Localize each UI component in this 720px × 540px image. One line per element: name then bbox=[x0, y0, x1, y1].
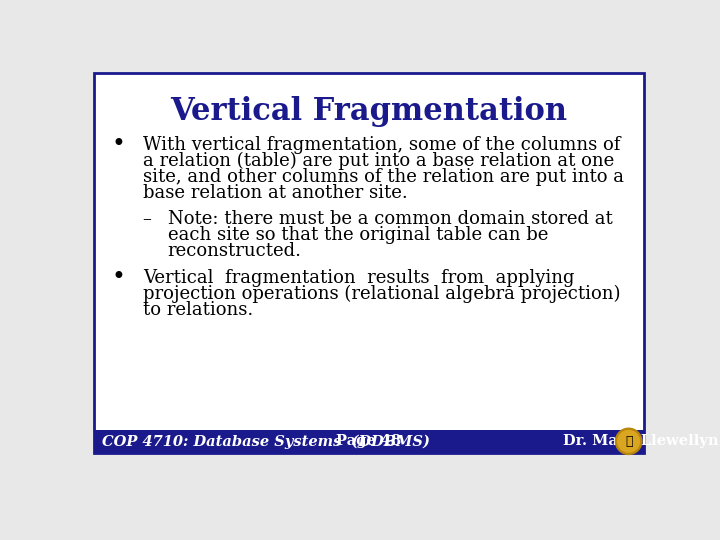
Text: Vertical  fragmentation  results  from  applying: Vertical fragmentation results from appl… bbox=[143, 269, 575, 287]
Text: projection operations (relational algebra projection): projection operations (relational algebr… bbox=[143, 285, 620, 303]
Text: Dr. Mark Llewellyn: Dr. Mark Llewellyn bbox=[563, 434, 719, 448]
Text: –: – bbox=[143, 210, 152, 227]
Text: •: • bbox=[112, 132, 125, 156]
Text: •: • bbox=[112, 266, 125, 289]
Text: a relation (table) are put into a base relation at one: a relation (table) are put into a base r… bbox=[143, 152, 614, 170]
Text: Vertical Fragmentation: Vertical Fragmentation bbox=[171, 96, 567, 126]
Text: Note: there must be a common domain stored at: Note: there must be a common domain stor… bbox=[168, 210, 612, 227]
Text: base relation at another site.: base relation at another site. bbox=[143, 184, 408, 202]
Circle shape bbox=[616, 428, 642, 455]
FancyBboxPatch shape bbox=[94, 73, 644, 453]
Text: Page 48: Page 48 bbox=[336, 434, 402, 448]
Text: reconstructed.: reconstructed. bbox=[168, 242, 302, 260]
FancyBboxPatch shape bbox=[94, 430, 644, 453]
Text: COP 4710: Database Systems  (DDBMS): COP 4710: Database Systems (DDBMS) bbox=[102, 434, 430, 449]
Text: With vertical fragmentation, some of the columns of: With vertical fragmentation, some of the… bbox=[143, 136, 620, 154]
Text: 🦅: 🦅 bbox=[625, 435, 632, 448]
Circle shape bbox=[618, 430, 639, 452]
Text: each site so that the original table can be: each site so that the original table can… bbox=[168, 226, 548, 244]
Text: to relations.: to relations. bbox=[143, 301, 253, 319]
Text: site, and other columns of the relation are put into a: site, and other columns of the relation … bbox=[143, 168, 624, 186]
